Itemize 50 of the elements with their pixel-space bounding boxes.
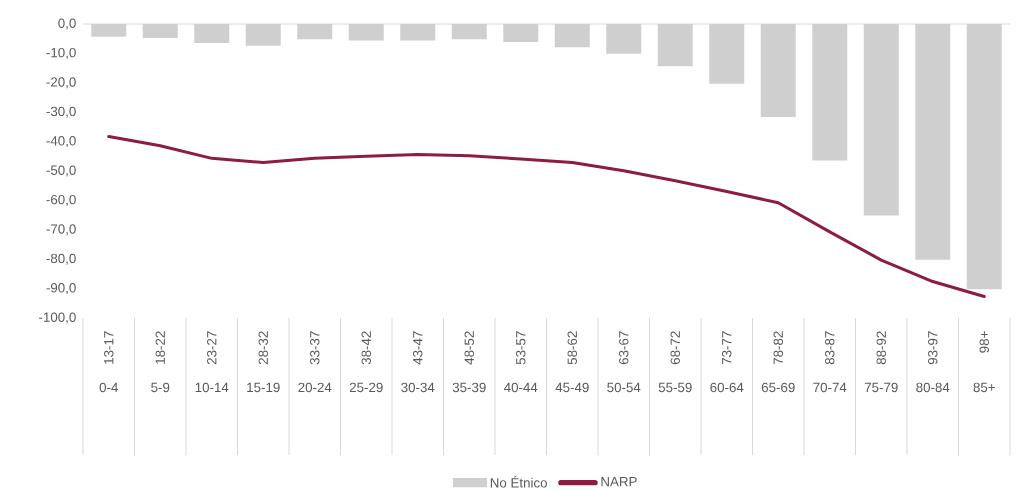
text: 33-37 [310, 331, 320, 365]
x-tick-label: 30-34 [401, 382, 435, 393]
y-tick-label: -100,0 [39, 312, 76, 324]
y-tick-label: -90,0 [46, 283, 76, 295]
text: 38-42 [361, 331, 371, 365]
y-tick-label: -20,0 [46, 77, 76, 89]
x-tick-label: 45-49 [555, 382, 589, 393]
x-tick-label: 5-9 [151, 382, 170, 393]
x-tick-label: 85+ [973, 382, 995, 393]
legend-label: No Étnico [490, 475, 547, 488]
x-tick-label: 0-4 [99, 382, 118, 393]
y-tick-label: -40,0 [46, 136, 76, 148]
legend-label: NARP [601, 477, 637, 487]
y-tick-label: -60,0 [46, 194, 76, 206]
x-tick-label: 20-24 [298, 382, 332, 393]
x-tick-label: 55-59 [658, 382, 692, 393]
text: 58-62 [567, 331, 577, 365]
text: 53-57 [516, 331, 526, 365]
x-tick-label: 40-44 [504, 382, 538, 393]
text: 28-32 [258, 331, 268, 365]
y-tick-label: -70,0 [46, 224, 76, 236]
text: 73-77 [722, 331, 732, 365]
x-tick-label: 35-39 [452, 382, 486, 393]
text: 48-52 [464, 331, 474, 365]
line-series [107, 135, 986, 299]
y-tick-label: -30,0 [46, 106, 76, 118]
y-tick-label: -80,0 [46, 253, 76, 265]
text: 78-82 [773, 331, 783, 365]
text: 63-67 [619, 331, 629, 365]
text: 18-22 [155, 331, 165, 364]
y-tick-label: -50,0 [46, 165, 76, 177]
text: 83-87 [825, 331, 835, 365]
x-tick-label: 50-54 [607, 382, 641, 393]
x-tick-label: 65-69 [761, 382, 795, 393]
x-tick-label: 75-79 [864, 382, 898, 393]
text: 68-72 [670, 331, 680, 365]
text: 23-27 [207, 331, 217, 365]
text: 43-47 [413, 331, 423, 365]
x-tick-label: 10-14 [195, 382, 229, 393]
y-tick-label: 0,0 [58, 18, 76, 30]
text: 88-92 [876, 331, 886, 365]
x-tick-label: 60-64 [710, 382, 744, 393]
x-tick-label: 15-19 [247, 382, 280, 393]
y-tick-label: -10,0 [46, 47, 76, 59]
text: 98+ [979, 331, 989, 353]
x-tick-label: 80-84 [916, 382, 950, 393]
text: 13-17 [104, 331, 114, 364]
x-tick-label: 25-29 [349, 382, 383, 393]
x-tick-label: 70-74 [813, 382, 847, 393]
text: 93-97 [928, 331, 938, 365]
